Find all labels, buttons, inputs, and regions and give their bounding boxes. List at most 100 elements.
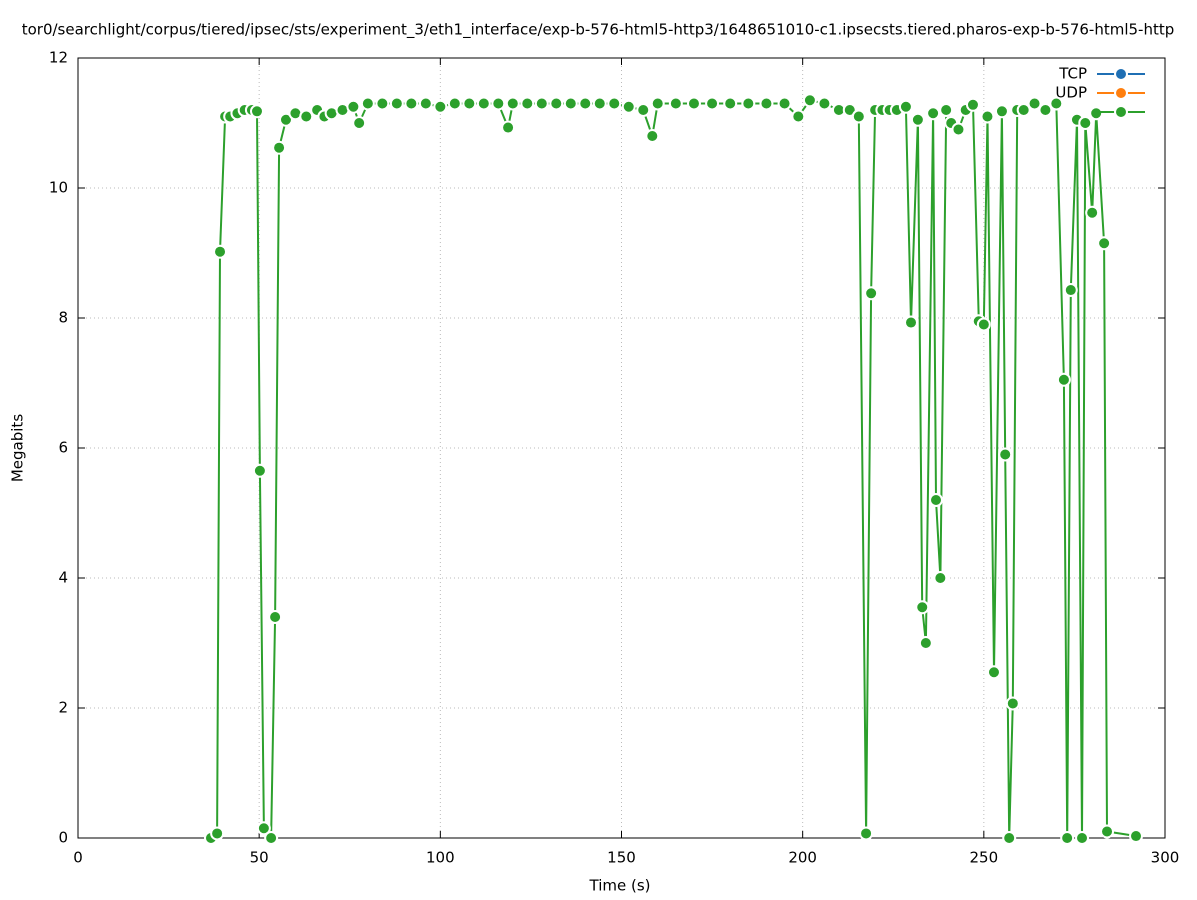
- data-point: [1056, 372, 1071, 387]
- data-point: [859, 826, 874, 841]
- data-point: [346, 99, 361, 114]
- x-tick-label: 300: [1151, 849, 1180, 867]
- data-point: [549, 96, 564, 111]
- x-tick-label: 100: [426, 849, 455, 867]
- data-point: [272, 140, 287, 155]
- data-point: [777, 96, 792, 111]
- data-point: [1060, 831, 1075, 845]
- data-point: [433, 99, 448, 114]
- data-point: [476, 96, 491, 111]
- y-tick-label: 12: [49, 49, 68, 67]
- y-tick-label: 10: [49, 179, 68, 197]
- data-point: [1002, 831, 1017, 845]
- data-point: [686, 96, 701, 111]
- data-point: [864, 286, 879, 301]
- x-tick-label: 50: [250, 849, 269, 867]
- data-point: [851, 109, 866, 124]
- data-point: [1097, 236, 1112, 251]
- x-tick-label: 200: [788, 849, 817, 867]
- data-point: [268, 610, 283, 624]
- data-point: [501, 120, 516, 135]
- data-point: [607, 96, 622, 111]
- data-point: [249, 104, 264, 119]
- data-point: [213, 244, 228, 259]
- data-point: [1063, 283, 1078, 298]
- data-point: [939, 103, 954, 117]
- x-tick-label: 0: [73, 849, 83, 867]
- data-point: [375, 96, 390, 111]
- plot-frame: [77, 57, 1166, 839]
- data-point: [668, 96, 683, 111]
- data-point: [1129, 829, 1144, 844]
- y-tick-label: 2: [58, 699, 68, 717]
- y-axis-label: Megabits: [9, 414, 27, 482]
- data-point: [910, 112, 925, 127]
- data-point: [1075, 831, 1090, 845]
- data-point: [1100, 824, 1115, 839]
- data-point: [1085, 205, 1100, 220]
- data-point: [741, 96, 756, 111]
- y-tick-label: 8: [58, 309, 68, 327]
- legend-marker: [1114, 105, 1128, 119]
- y-tick-label: 0: [58, 829, 68, 847]
- data-point: [360, 96, 375, 111]
- data-point: [759, 96, 774, 111]
- y-tick-label: 4: [58, 569, 68, 587]
- data-point: [264, 831, 279, 845]
- data-point: [929, 493, 944, 507]
- data-point: [705, 96, 720, 111]
- x-tick-label: 250: [970, 849, 999, 867]
- data-point: [933, 571, 948, 585]
- data-point: [278, 112, 293, 127]
- data-point: [1038, 103, 1053, 117]
- data-point: [621, 99, 636, 114]
- data-point: [904, 315, 919, 330]
- data-point: [1049, 96, 1064, 111]
- legend-label: UDP: [1055, 84, 1087, 102]
- x-tick-label: 150: [607, 849, 636, 867]
- data-point: [563, 96, 578, 111]
- data-point: [534, 96, 549, 111]
- data-point: [389, 96, 404, 111]
- data-point: [210, 826, 225, 841]
- chart-title: tor0/searchlight/corpus/tiered/ipsec/sts…: [22, 21, 1175, 40]
- data-point: [299, 109, 314, 124]
- legend-marker: [1114, 86, 1128, 100]
- data-point: [1078, 116, 1093, 130]
- data-point: [418, 96, 433, 111]
- data-point: [256, 821, 271, 836]
- data-point: [980, 109, 995, 124]
- data-point: [998, 447, 1013, 462]
- data-point: [505, 96, 520, 111]
- data-point: [636, 103, 651, 117]
- data-point: [447, 96, 462, 111]
- data-point: [1027, 96, 1042, 111]
- data-point: [1089, 106, 1104, 121]
- data-point: [817, 96, 832, 111]
- data-point: [915, 600, 930, 615]
- data-point: [1016, 103, 1031, 117]
- data-point: [986, 665, 1001, 680]
- x-axis-label: Time (s): [589, 877, 651, 895]
- data-point: [592, 96, 607, 111]
- data-point: [918, 636, 933, 650]
- data-point: [951, 122, 966, 137]
- data-point: [462, 96, 477, 111]
- legend-label: TCP: [1058, 65, 1087, 83]
- y-tick-label: 6: [58, 439, 68, 457]
- data-line: [210, 99, 1137, 841]
- data-point: [352, 116, 367, 130]
- data-point: [965, 97, 980, 112]
- data-point: [791, 109, 806, 124]
- data-point: [802, 93, 817, 108]
- data-point: [491, 96, 506, 111]
- data-point: [723, 96, 738, 111]
- data-point: [520, 96, 535, 111]
- data-point: [578, 96, 593, 111]
- data-point: [976, 317, 991, 332]
- data-point: [926, 106, 941, 121]
- data-point: [252, 463, 267, 478]
- data-point: [994, 104, 1009, 119]
- data-point: [898, 99, 913, 114]
